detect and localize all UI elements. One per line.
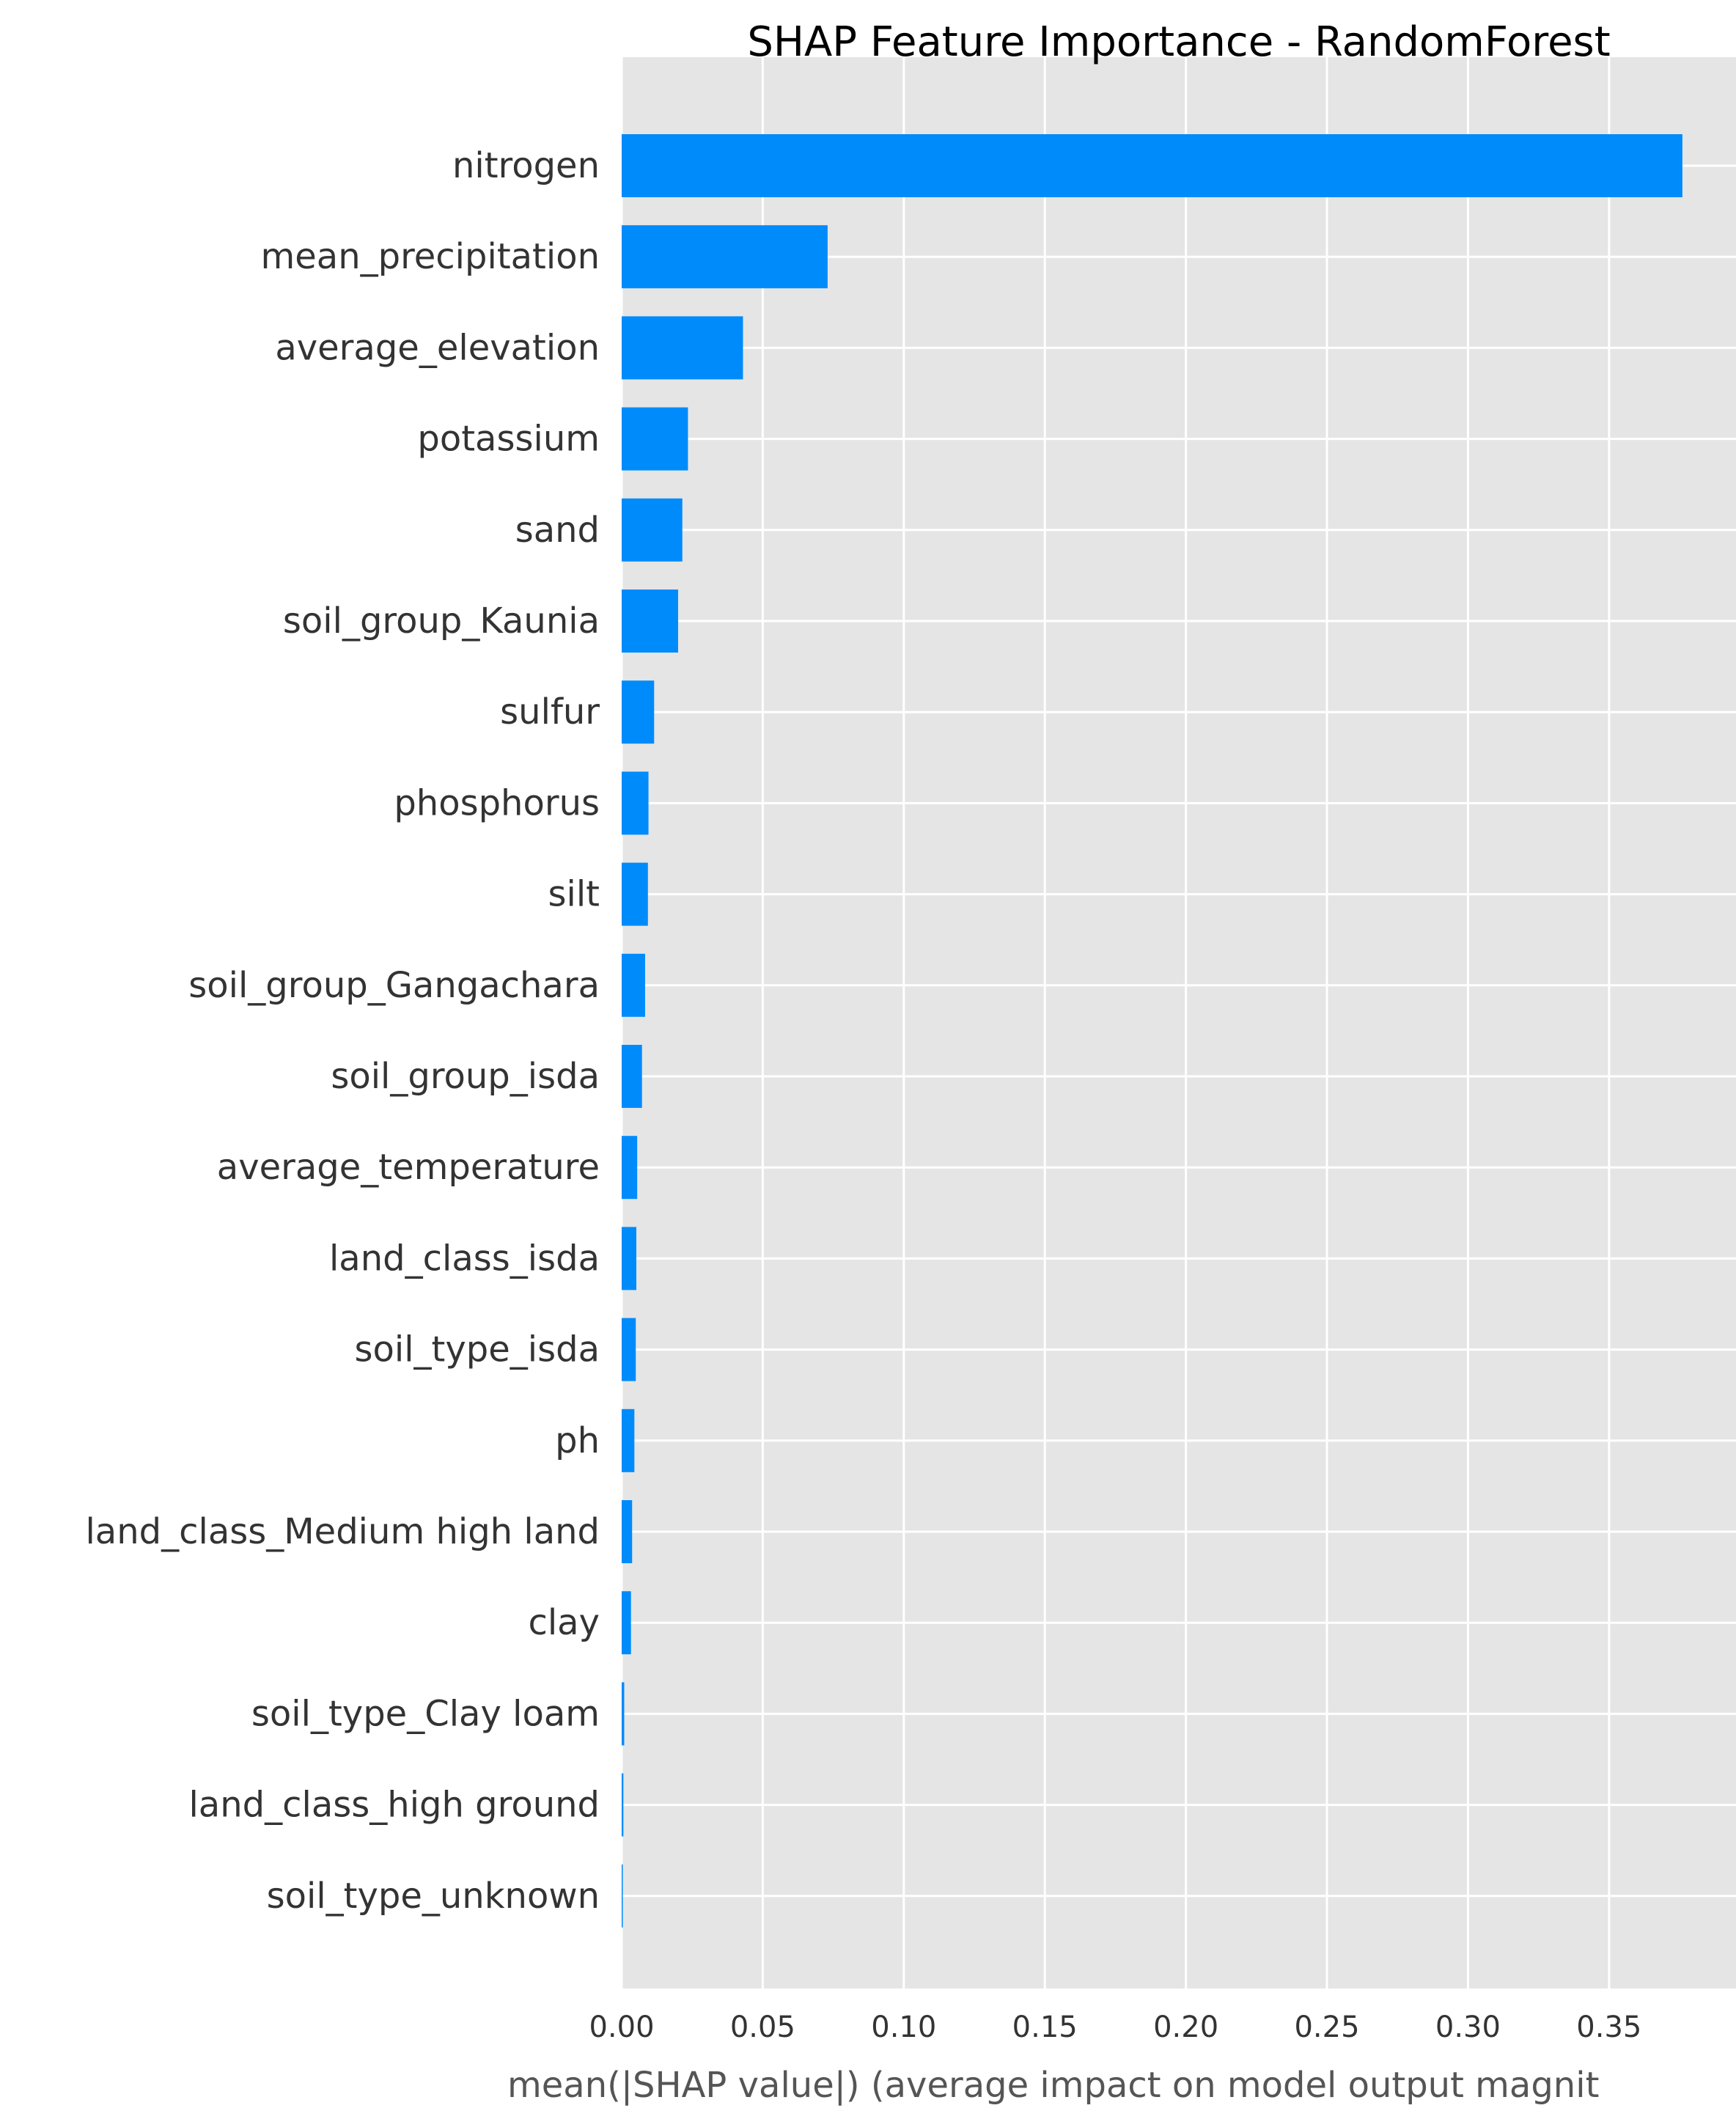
- y-tick-label: land_class_high ground: [188, 1785, 600, 1826]
- bar-soil-type-isda: [622, 1318, 636, 1381]
- bar-soil-group-gangachara: [622, 953, 645, 1017]
- y-tick-label: soil_type_Clay loam: [251, 1693, 600, 1734]
- x-tick-label: 0.15: [1012, 2010, 1078, 2044]
- bar-mean-precipitation: [622, 225, 828, 289]
- bar-land-class-isda: [622, 1227, 637, 1290]
- x-tick-label: 0.10: [871, 2010, 936, 2044]
- bar-ph: [622, 1409, 635, 1472]
- x-tick-label: 0.20: [1153, 2010, 1218, 2044]
- x-tick-label: 0.00: [589, 2010, 654, 2044]
- y-tick-label: phosphorus: [394, 782, 600, 823]
- y-tick-label: land_class_Medium high land: [85, 1511, 600, 1552]
- x-tick-label: 0.25: [1294, 2010, 1359, 2044]
- y-tick-label: soil_type_isda: [355, 1329, 600, 1370]
- bar-land-class-high-ground: [622, 1773, 624, 1837]
- y-tick-label: silt: [548, 874, 600, 915]
- bar-potassium: [622, 407, 688, 471]
- x-tick-label: 0.30: [1435, 2010, 1501, 2044]
- bar-soil-group-kaunia: [622, 590, 678, 653]
- bar-soil-type-unknown: [622, 1864, 623, 1928]
- bar-average-elevation: [622, 316, 743, 380]
- bar-soil-group-isda: [622, 1045, 642, 1108]
- bar-land-class-medium-high-land: [622, 1500, 633, 1563]
- bar-nitrogen: [622, 134, 1682, 197]
- y-tick-label: potassium: [417, 419, 600, 460]
- y-tick-label: soil_group_Kaunia: [283, 601, 600, 642]
- y-tick-label: land_class_isda: [329, 1238, 600, 1279]
- y-tick-label: sand: [515, 510, 600, 551]
- plot-background: [622, 57, 1736, 1988]
- bar-sulfur: [622, 680, 655, 744]
- y-tick-label: nitrogen: [452, 145, 600, 186]
- bar-silt: [622, 862, 648, 926]
- y-tick-label: clay: [528, 1602, 600, 1643]
- y-tick-label: mean_precipitation: [260, 236, 600, 277]
- bar-average-temperature: [622, 1136, 638, 1200]
- y-tick-label: soil_group_isda: [331, 1056, 600, 1097]
- y-tick-label: ph: [555, 1420, 600, 1461]
- x-tick-label: 0.35: [1576, 2010, 1641, 2044]
- x-axis-label: mean(|SHAP value|) (average impact on mo…: [507, 2065, 1599, 2106]
- y-tick-label: soil_type_unknown: [267, 1876, 600, 1917]
- y-tick-label: average_elevation: [275, 327, 600, 368]
- y-tick-label: soil_group_Gangachara: [188, 965, 600, 1006]
- bar-sand: [622, 498, 683, 562]
- y-tick-labels: nitrogen mean_precipitation average_elevat…: [85, 145, 600, 1917]
- bar-phosphorus: [622, 771, 649, 835]
- x-tick-labels: 0.00 0.05 0.10 0.15 0.20 0.25 0.30 0.35: [589, 2010, 1641, 2044]
- x-tick-label: 0.05: [730, 2010, 795, 2044]
- y-tick-label: average_temperature: [217, 1147, 600, 1188]
- bar-clay: [622, 1591, 631, 1655]
- bars: [622, 134, 1682, 1928]
- bar-soil-type-clay-loam: [622, 1682, 625, 1746]
- chart-title: SHAP Feature Importance - RandomForest: [747, 18, 1610, 66]
- y-tick-label: sulfur: [500, 691, 600, 732]
